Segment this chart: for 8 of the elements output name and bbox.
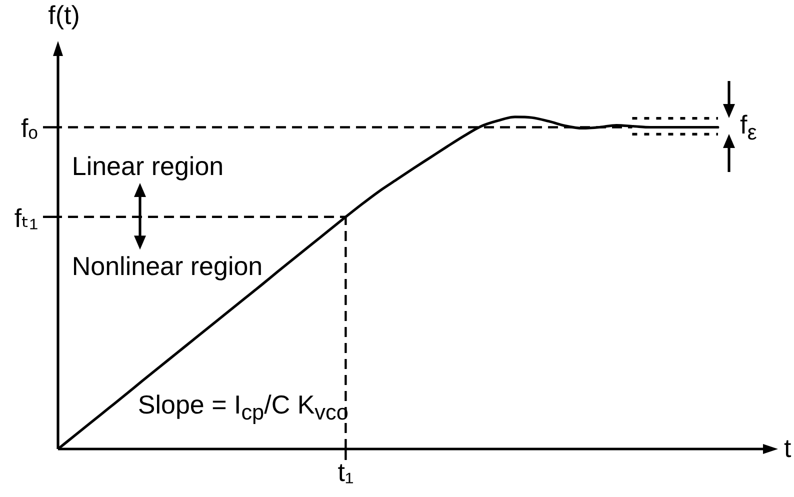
annotation: Nonlinear region	[72, 250, 263, 282]
x-axis-title: t	[784, 433, 792, 464]
text: f$_{ε}$	[740, 110, 757, 146]
annotation: Linear region	[72, 151, 224, 182]
ref-line-label: fₒ	[20, 113, 38, 144]
text: t₁	[338, 457, 354, 488]
ref-line-label: fₜ₁	[14, 202, 38, 234]
y-axis-title: f(t)	[48, 0, 80, 30]
